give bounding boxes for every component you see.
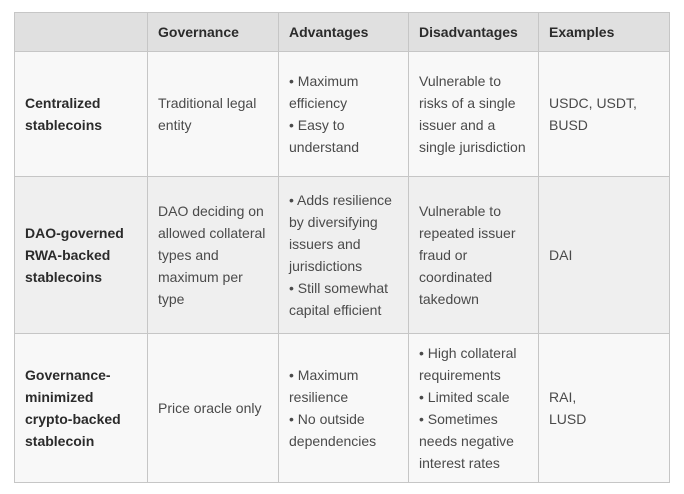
- stablecoin-comparison-table: Governance Advantages Disadvantages Exam…: [14, 12, 670, 483]
- col-header-examples: Examples: [538, 12, 670, 52]
- cell-disadvantages: • High collateral requirements • Limited…: [408, 333, 539, 483]
- table-header: Governance Advantages Disadvantages Exam…: [14, 12, 670, 52]
- cell-advantages: • Adds resilience by diversifying issuer…: [278, 176, 409, 334]
- col-header-disadvantages: Disadvantages: [408, 12, 539, 52]
- table-row-centralized: Centralized stablecoins Traditional lega…: [14, 51, 670, 177]
- col-header-row-label: [14, 12, 148, 52]
- header-row: Governance Advantages Disadvantages Exam…: [14, 12, 670, 52]
- table-row-governance-minimized: Governance-minimized crypto-backed stabl…: [14, 333, 670, 483]
- cell-governance: DAO deciding on allowed collateral types…: [147, 176, 279, 334]
- row-header: Governance-minimized crypto-backed stabl…: [14, 333, 148, 483]
- cell-governance: Price oracle only: [147, 333, 279, 483]
- table-body: Centralized stablecoins Traditional lega…: [14, 51, 670, 483]
- cell-examples: DAI: [538, 176, 670, 334]
- cell-advantages: • Maximum efficiency • Easy to understan…: [278, 51, 409, 177]
- table-row-dao-governed: DAO-governed RWA-backed stablecoins DAO …: [14, 176, 670, 334]
- cell-disadvantages: Vulnerable to risks of a single issuer a…: [408, 51, 539, 177]
- cell-governance: Traditional legal entity: [147, 51, 279, 177]
- row-header: Centralized stablecoins: [14, 51, 148, 177]
- cell-examples: USDC, USDT, BUSD: [538, 51, 670, 177]
- row-header: DAO-governed RWA-backed stablecoins: [14, 176, 148, 334]
- col-header-advantages: Advantages: [278, 12, 409, 52]
- cell-advantages: • Maximum resilience • No outside depend…: [278, 333, 409, 483]
- col-header-governance: Governance: [147, 12, 279, 52]
- cell-examples: RAI, LUSD: [538, 333, 670, 483]
- cell-disadvantages: Vulnerable to repeated issuer fraud or c…: [408, 176, 539, 334]
